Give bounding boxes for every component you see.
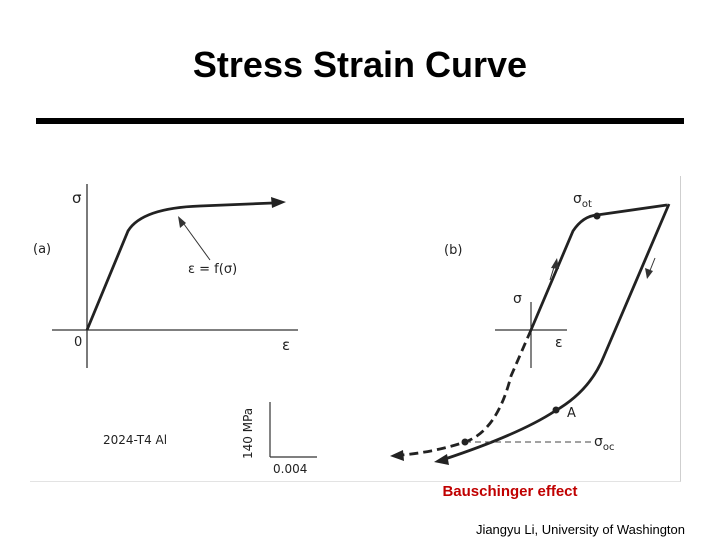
panel-b-strain-symbol: ε [555, 335, 563, 351]
stress-strain-figure: (a) σ ε 0 ε = f(σ) 2024-T4 Al 140 MPa 0.… [30, 176, 681, 482]
author-credit: Jiangyu Li, University of Washington [475, 522, 685, 537]
panel-b-sigma-oc-label: σoc [594, 434, 615, 453]
panel-b-loading-direction-arrow [551, 258, 559, 269]
panel-b-point-a-label: A [567, 406, 576, 421]
panel-a-annotation: ε = f(σ) [188, 262, 237, 277]
panel-a-stress-strain-curve [85, 201, 274, 331]
panel-b-point-sigma-ot [593, 212, 601, 220]
panel-a-material-label: 2024-T4 Al [103, 433, 167, 447]
panel-a-strain-symbol: ε [282, 336, 290, 354]
panel-a: (a) σ ε 0 ε = f(σ) 2024-T4 Al 140 MPa 0.… [33, 184, 317, 476]
panel-a-stress-scale-label: 140 MPa [241, 408, 255, 459]
stress-strain-diagram: (a) σ ε 0 ε = f(σ) 2024-T4 Al 140 MPa 0.… [33, 184, 671, 476]
panel-b-point-a [552, 406, 560, 414]
panel-b-sigma-ot-label: σot [573, 191, 592, 210]
panel-b-stress-symbol: σ [513, 291, 522, 307]
slide-title: Stress Strain Curve [192, 44, 528, 85]
panel-a-label: (a) [33, 242, 51, 257]
panel-a-stress-symbol: σ [72, 189, 82, 207]
panel-b-point-sigma-oc [461, 438, 469, 446]
panel-a-annotation-leader [180, 219, 211, 261]
panel-b-unloading-direction-arrow [645, 268, 653, 279]
figure-caption: Bauschinger effect [442, 483, 578, 500]
title-divider [36, 118, 684, 124]
panel-a-strain-scale-label: 0.004 [273, 462, 307, 476]
panel-a-origin-label: 0 [74, 335, 82, 350]
panel-b-label: (b) [444, 243, 462, 258]
panel-b-dashed-curve [401, 329, 533, 457]
panel-b-unloading-arrowhead [434, 454, 449, 465]
panel-a-leader-arrowhead [178, 216, 186, 228]
panel-b: (b) σ ε σot A [390, 191, 671, 465]
panel-a-curve-arrowhead [271, 197, 286, 208]
panel-b-dashed-arrowhead [390, 450, 404, 461]
panel-b-unloading-curve [444, 203, 671, 461]
